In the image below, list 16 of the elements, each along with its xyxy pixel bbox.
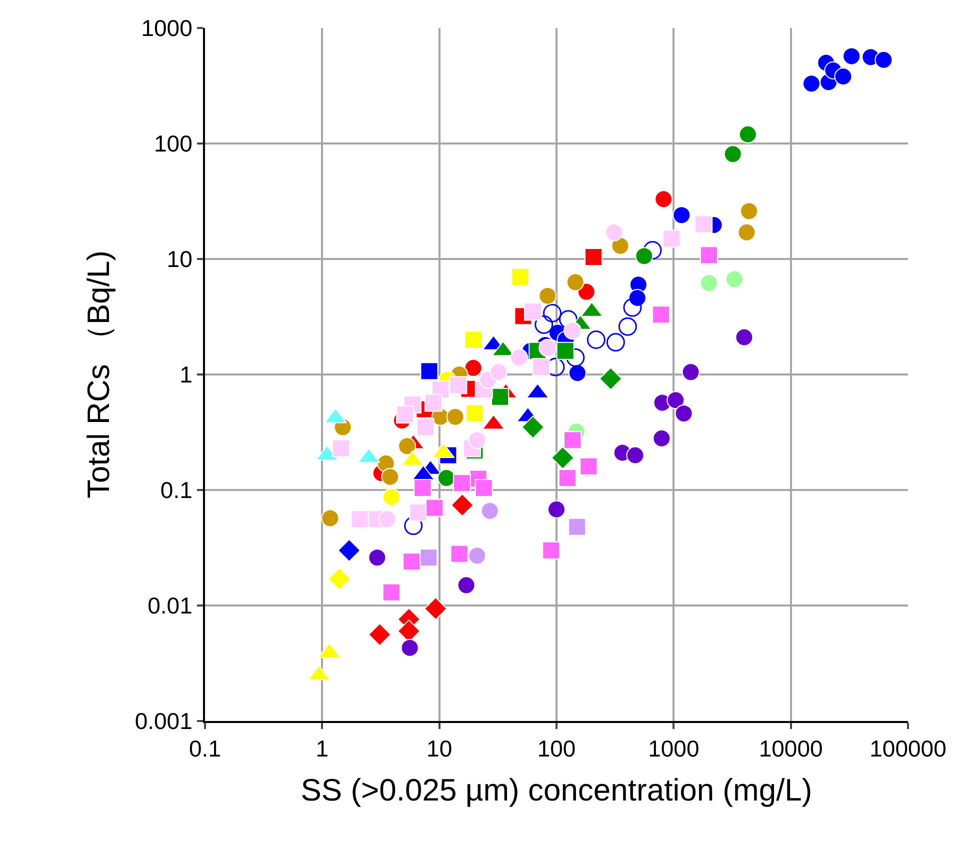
x-tick-label: 0.1 [189,736,221,762]
y-tick-label: 100 [154,130,192,157]
x-tick-label: 1 [316,736,329,762]
y-axis-title: Total RCs （Bq/L) [80,250,116,499]
y-tick-label: 1 [180,362,192,388]
x-tick-label: 1000 [648,736,700,762]
x-axis-title: SS (>0.025 µm) concentration (mg/L) [300,772,812,808]
x-tick-label: 100000 [870,736,946,762]
y-tick-label: 0.1 [160,477,192,504]
y-tick-label: 10 [166,246,192,272]
y-tick-label: 0.001 [134,708,192,734]
x-tick-label: 10000 [758,736,823,762]
y-tick-label: 1000 [141,15,192,42]
x-tick-label: 10 [426,736,452,762]
y-tick-label: 0.01 [148,592,192,619]
x-tick-label: 100 [537,736,576,762]
